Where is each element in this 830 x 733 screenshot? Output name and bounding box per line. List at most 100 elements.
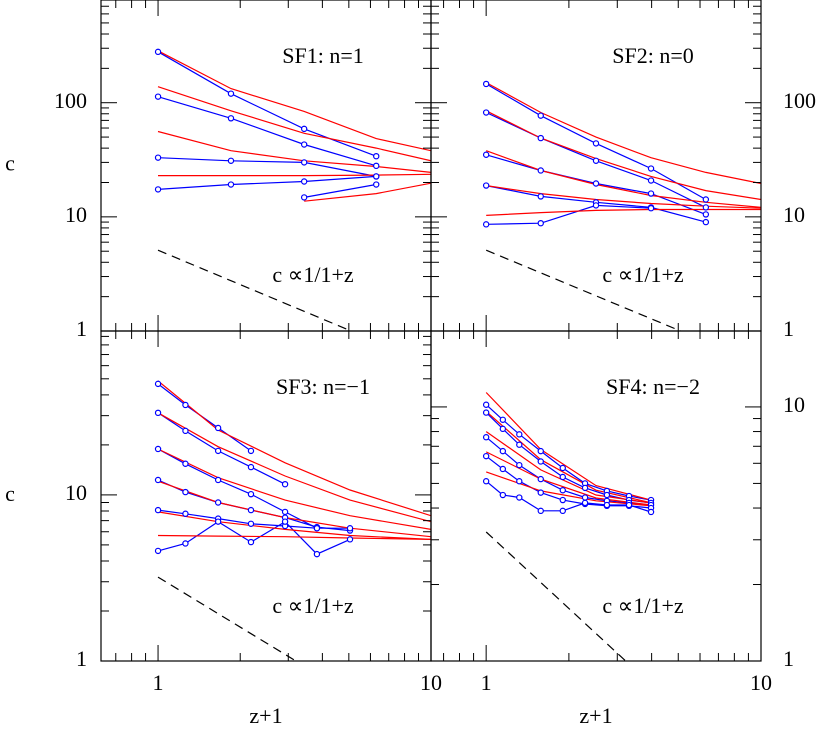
series-line bbox=[486, 208, 761, 216]
data-point bbox=[516, 431, 523, 438]
frame bbox=[430, 330, 762, 662]
data-point bbox=[499, 491, 507, 499]
series-line bbox=[157, 380, 431, 517]
series-line bbox=[157, 130, 431, 173]
data-point bbox=[182, 401, 189, 409]
data-point bbox=[499, 416, 507, 423]
data-point bbox=[227, 157, 235, 164]
series-line bbox=[485, 392, 652, 501]
y-axis-label: c bbox=[5, 151, 15, 176]
panel: 1 10 100 SF2: n=0 c ∝1/1+z bbox=[430, 0, 816, 341]
data-point bbox=[214, 424, 222, 432]
series-line bbox=[157, 511, 431, 540]
data-point bbox=[647, 190, 655, 197]
series-line bbox=[157, 175, 377, 190]
data-point bbox=[559, 464, 566, 472]
x-axis-label: z+1 bbox=[579, 703, 612, 728]
series-line bbox=[486, 204, 652, 225]
data-point bbox=[346, 525, 354, 532]
panel: 1 10 100 SF1: n=1 c ∝1/1+z c bbox=[5, 0, 432, 341]
data-point bbox=[373, 152, 380, 160]
annotation: c ∝1/1+z bbox=[272, 262, 354, 287]
data-point bbox=[537, 475, 544, 483]
data-point bbox=[247, 463, 255, 471]
data-point bbox=[537, 219, 544, 227]
panel-title: SF4: n=−2 bbox=[606, 374, 700, 399]
data-point bbox=[603, 501, 611, 509]
data-point bbox=[647, 205, 655, 212]
data-point bbox=[559, 507, 566, 515]
data-point bbox=[702, 211, 710, 218]
series-line bbox=[304, 182, 431, 202]
data-point bbox=[537, 458, 544, 465]
y-axis-label: c bbox=[5, 481, 15, 506]
data-point bbox=[300, 194, 308, 201]
data-point bbox=[499, 465, 507, 473]
data-point bbox=[647, 508, 655, 516]
data-point bbox=[247, 490, 255, 498]
series-line bbox=[157, 412, 431, 523]
data-point bbox=[154, 409, 162, 417]
data-point bbox=[647, 165, 655, 172]
data-point bbox=[537, 447, 544, 455]
y-tick-label: 10 bbox=[783, 202, 805, 227]
panel-title: SF1: n=1 bbox=[282, 43, 364, 68]
data-point bbox=[182, 488, 189, 496]
annotation: c ∝1/1+z bbox=[602, 593, 684, 618]
data-point bbox=[247, 506, 255, 514]
x-axis-label: z+1 bbox=[249, 703, 282, 728]
data-point bbox=[537, 507, 544, 515]
data-point bbox=[214, 447, 222, 455]
series-line bbox=[157, 86, 431, 162]
data-point bbox=[373, 173, 380, 180]
data-point bbox=[625, 501, 633, 509]
series-line bbox=[157, 534, 431, 540]
panel: 1 10 1 10 SF4: n=−2 c ∝1/1+z z+1 bbox=[430, 330, 805, 728]
data-point bbox=[346, 536, 354, 543]
data-point bbox=[516, 494, 523, 501]
series-line bbox=[157, 50, 431, 152]
data-point bbox=[702, 204, 710, 211]
data-point bbox=[247, 447, 255, 455]
data-point bbox=[182, 540, 189, 547]
data-point bbox=[373, 162, 380, 170]
data-point bbox=[154, 93, 162, 100]
plot-area bbox=[157, 50, 431, 331]
series-line bbox=[157, 383, 252, 452]
data-point bbox=[373, 181, 380, 188]
data-point bbox=[702, 196, 710, 203]
annotation: c ∝1/1+z bbox=[272, 593, 354, 618]
series-line bbox=[485, 82, 761, 185]
data-point bbox=[499, 447, 507, 455]
data-point bbox=[154, 48, 162, 56]
y-tick-label: 100 bbox=[54, 88, 87, 113]
data-point bbox=[603, 491, 611, 499]
data-point bbox=[559, 496, 566, 504]
data-point bbox=[182, 460, 189, 467]
data-point bbox=[702, 218, 710, 226]
data-point bbox=[482, 409, 490, 416]
panel: 1 10 1 10 SF3: n=−1 c ∝1/1+z c z+1 bbox=[5, 330, 442, 728]
series-line bbox=[304, 183, 377, 198]
panel-title: SF3: n=−1 bbox=[276, 374, 370, 399]
data-point bbox=[499, 425, 507, 433]
series-line bbox=[485, 150, 761, 208]
data-point bbox=[227, 181, 235, 188]
scaling-line bbox=[485, 249, 681, 331]
y-tick-label: 100 bbox=[783, 88, 816, 113]
data-point bbox=[647, 177, 655, 184]
series-line bbox=[157, 96, 377, 167]
data-point bbox=[313, 525, 321, 532]
data-point bbox=[537, 167, 544, 174]
y-tick-label: 1 bbox=[783, 316, 794, 341]
data-point bbox=[592, 180, 600, 187]
data-point bbox=[281, 518, 289, 525]
y-tick-label: 10 bbox=[783, 392, 805, 417]
data-point bbox=[592, 140, 600, 147]
data-point bbox=[300, 159, 308, 166]
data-point bbox=[182, 427, 189, 435]
series-line bbox=[485, 431, 652, 504]
data-point bbox=[482, 109, 490, 116]
plot-area bbox=[157, 380, 431, 661]
